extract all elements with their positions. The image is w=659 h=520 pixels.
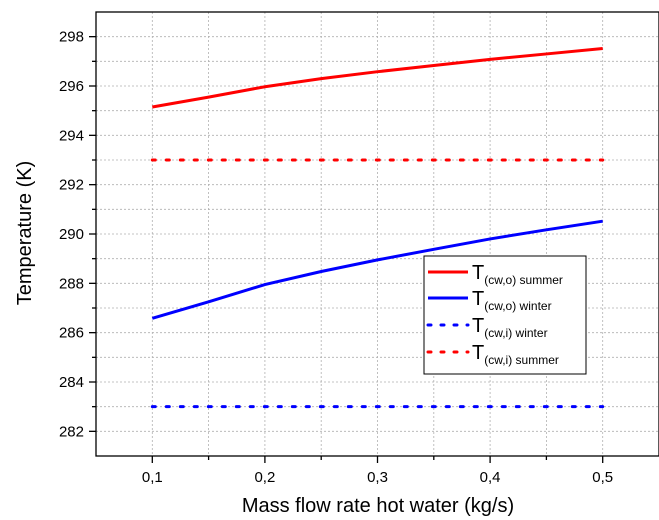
legend-label-sub: (cw,o) summer xyxy=(484,273,563,287)
x-tick-label: 0,3 xyxy=(367,469,388,486)
legend-label-sub: (cw,i) summer xyxy=(484,353,559,367)
y-tick-label: 288 xyxy=(59,275,84,292)
legend-label-main: T xyxy=(472,262,484,284)
y-tick-label: 290 xyxy=(59,226,84,243)
y-tick-label: 296 xyxy=(59,78,84,95)
legend-label-main: T xyxy=(472,288,484,310)
y-tick-label: 286 xyxy=(59,325,84,342)
series-line-1 xyxy=(151,219,603,320)
y-tick-label: 284 xyxy=(59,374,84,391)
legend-label-main: T xyxy=(472,342,484,364)
legend-label-sub: (cw,o) winter xyxy=(484,299,551,313)
grid xyxy=(96,12,659,456)
series-line-0 xyxy=(152,47,603,109)
y-axis-title: Temperature (K) xyxy=(14,161,36,306)
legend-label-1: T(cw,o) winter xyxy=(472,288,552,313)
legend-box xyxy=(423,255,587,375)
legend-label-3: T(cw,i) summer xyxy=(472,342,559,367)
ticks xyxy=(89,36,604,463)
legend-label-2: T(cw,i) winter xyxy=(472,315,548,340)
x-tick-label: 0,1 xyxy=(142,469,163,486)
legend-label-main: T xyxy=(472,315,484,337)
y-tick-label: 292 xyxy=(59,177,84,194)
legend-label-sub: (cw,i) winter xyxy=(484,326,547,340)
y-tick-label: 294 xyxy=(59,127,84,144)
y-tick-label: 282 xyxy=(59,423,84,440)
series-layer xyxy=(150,47,605,409)
tick-labels: 0,1 0,2 0,3 0,4 0,5 282 284 286 288 290 292 294 296 2… xyxy=(59,29,613,486)
x-tick-label: 0,2 xyxy=(254,469,275,486)
x-axis-title: Mass flow rate hot water (kg/s) xyxy=(242,495,514,517)
y-tick-label: 298 xyxy=(59,29,84,46)
x-tick-label: 0,5 xyxy=(592,469,613,486)
legend-label-0: T(cw,o) summer xyxy=(472,262,563,287)
x-tick-label: 0,4 xyxy=(480,469,501,486)
